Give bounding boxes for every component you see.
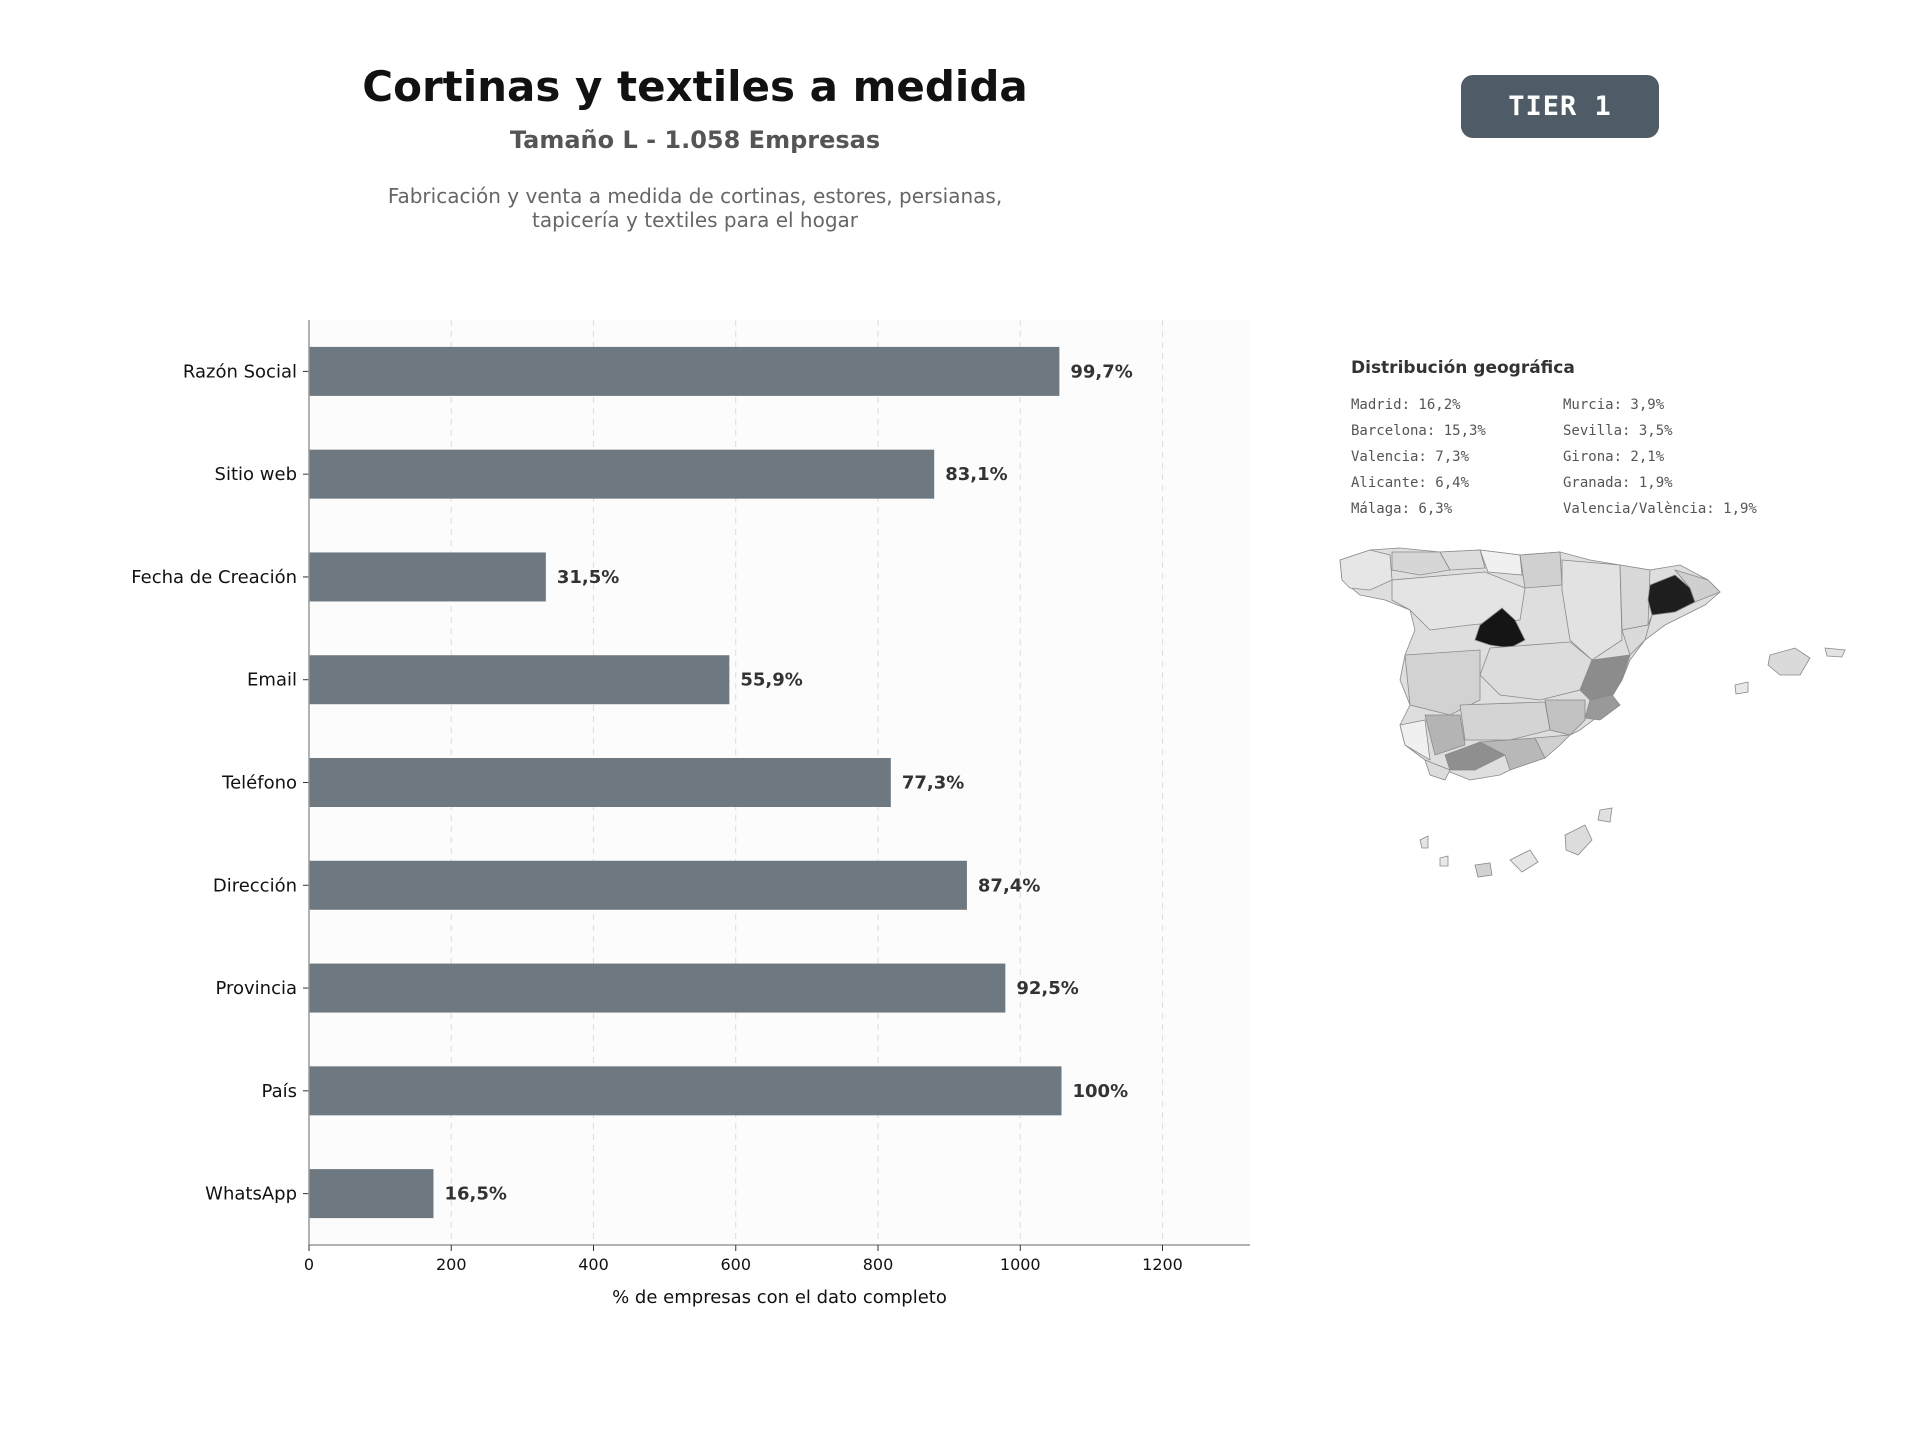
map-region-galicia [1339, 549, 1393, 591]
x-tick-label: 800 [863, 1255, 894, 1274]
category-label: WhatsApp [205, 1184, 297, 1205]
spain-province-map [1339, 547, 1846, 878]
geo-list-col1: Madrid: 16,2% Barcelona: 15,3% Valencia:… [1351, 396, 1486, 526]
map-region-cordoba-jaen [1459, 701, 1551, 741]
map-region-castilla-mancha [1479, 641, 1593, 701]
category-label: Razón Social [183, 361, 297, 382]
category-label: Teléfono [221, 773, 297, 794]
tier-badge: TIER 1 [1461, 75, 1659, 138]
map-region-canary-2 [1597, 807, 1613, 823]
page-title: Cortinas y textiles a medida [362, 62, 1028, 111]
map-region-lleida [1619, 564, 1651, 631]
bar [309, 449, 935, 499]
bar [309, 552, 546, 602]
category-label: País [262, 1081, 297, 1102]
map-region-sevilla [1424, 714, 1466, 756]
bar [309, 655, 730, 705]
x-tick-label: 0 [304, 1255, 314, 1274]
map-region-menorca [1824, 647, 1846, 658]
map-region-girona [1673, 569, 1721, 603]
geo-entry: Valencia/València: 1,9% [1563, 501, 1757, 517]
map-region-huelva [1399, 719, 1431, 761]
category-label: Dirección [213, 875, 297, 896]
data-label: 99,7% [1070, 361, 1132, 382]
bar [309, 963, 1006, 1013]
geo-entry: Murcia: 3,9% [1563, 397, 1665, 413]
map-region-canary-5 [1439, 855, 1449, 867]
data-label: 87,4% [978, 875, 1040, 896]
geo-entry: Barcelona: 15,3% [1351, 423, 1486, 439]
description-line-2: tapicería y textiles para el hogar [532, 208, 858, 232]
map-region-cantabria [1439, 549, 1486, 571]
map-region-basque [1479, 549, 1523, 576]
data-label: 31,5% [557, 567, 619, 588]
page-subtitle: Tamaño L - 1.058 Empresas [509, 126, 881, 154]
map-region-barcelona [1647, 574, 1696, 616]
map-region-cadiz [1424, 759, 1451, 781]
map-region-canary-4 [1509, 849, 1539, 873]
category-label: Fecha de Creación [131, 567, 297, 588]
data-label: 92,5% [1016, 978, 1078, 999]
geo-entry: Sevilla: 3,5% [1563, 423, 1673, 439]
map-region-granada [1478, 737, 1546, 771]
map-region-canary-3 [1474, 862, 1493, 878]
category-label: Provincia [215, 978, 297, 999]
map-region-asturias [1391, 551, 1451, 576]
description-line-1: Fabricación y venta a medida de cortinas… [387, 184, 1003, 208]
geo-entry: Alicante: 6,4% [1351, 475, 1470, 491]
page-description: Fabricación y venta a medida de cortinas… [0, 184, 1390, 232]
bar [309, 1169, 434, 1219]
map-region-malaga [1444, 741, 1506, 771]
x-tick-label: 400 [578, 1255, 609, 1274]
map-region-canary-1 [1564, 824, 1593, 856]
x-axis-label: % de empresas con el dato completo [612, 1287, 947, 1308]
data-label: 100% [1073, 1081, 1129, 1102]
map-region-almeria [1534, 734, 1572, 759]
bar [309, 346, 1060, 396]
map-region-madrid [1474, 607, 1526, 649]
geo-entry: Girona: 2,1% [1563, 449, 1665, 465]
x-tick-label: 1000 [1000, 1255, 1041, 1274]
data-label: 83,1% [945, 464, 1007, 485]
bar [309, 860, 967, 910]
data-label: 16,5% [444, 1184, 506, 1205]
geo-list-col2: Murcia: 3,9% Sevilla: 3,5% Girona: 2,1% … [1563, 396, 1757, 526]
data-label: 77,3% [902, 773, 964, 794]
map-region-navarra [1519, 551, 1563, 589]
geo-entry: Málaga: 6,3% [1351, 501, 1453, 517]
data-label: 55,9% [740, 670, 802, 691]
x-tick-label: 1200 [1142, 1255, 1183, 1274]
geo-entry: Valencia: 7,3% [1351, 449, 1470, 465]
geo-entry: Granada: 1,9% [1563, 475, 1673, 491]
map-region-alicante [1584, 694, 1621, 721]
bar [309, 1066, 1062, 1116]
map-region-tarragona [1621, 614, 1653, 656]
map-region-ibiza [1734, 681, 1749, 695]
map-region-mallorca [1767, 647, 1811, 676]
bar [309, 758, 891, 807]
category-label: Sitio web [215, 464, 297, 485]
x-tick-label: 200 [436, 1255, 467, 1274]
bar-chart: Razón Social 99,7% Sitio web 83,1% Fecha de … [131, 320, 1250, 1308]
geo-distribution-title: Distribución geográfica [1351, 358, 1575, 378]
x-tick-label: 600 [720, 1255, 751, 1274]
geo-entry: Madrid: 16,2% [1351, 397, 1461, 413]
category-label: Email [247, 670, 297, 691]
map-region-canary-6 [1419, 835, 1429, 849]
